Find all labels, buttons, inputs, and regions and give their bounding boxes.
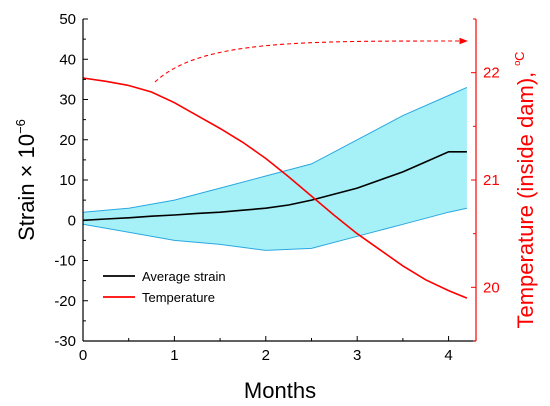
temperature-line [82, 77, 468, 299]
average-strain-line [82, 151, 467, 222]
y-left-tick-label: 10 [59, 172, 76, 189]
x-tick-label: 1 [170, 347, 178, 364]
y-left-tick-label: 40 [59, 51, 76, 68]
x-tick-label: 3 [353, 347, 361, 364]
y-left-tick-label: 50 [59, 11, 76, 28]
y-left-axis-title: Strain × 10−6 [13, 119, 39, 241]
y-right-tick-label: 20 [483, 279, 500, 296]
strain-band-upper-line [82, 86, 468, 213]
y-left-tick-label: 30 [59, 92, 76, 109]
x-tick-label: 0 [79, 347, 87, 364]
strain-band-area [83, 87, 467, 251]
y-left-tick-label: -10 [54, 253, 76, 270]
axes: 0 1 2 3 4 -30 -20 -10 0 10 20 30 40 50 20 21 22 Average s… [54, 11, 499, 364]
annotation-arrow [154, 37, 469, 83]
y-left-tick-label: 20 [59, 132, 76, 149]
y-right-axis-title: Temperature (inside dam), ºC [512, 51, 538, 328]
y-left-tick-label: 0 [68, 212, 76, 229]
x-axis-title: Months [244, 378, 316, 403]
legend-label: Temperature [142, 290, 215, 305]
y-right-tick-label: 21 [483, 172, 500, 189]
y-left-tick-label: -30 [54, 333, 76, 350]
legend-label: Average strain [142, 269, 226, 284]
plot-area [82, 37, 469, 299]
y-right-tick-label: 22 [483, 65, 500, 82]
x-tick-label: 2 [262, 347, 270, 364]
strain-band-lower-line [82, 207, 468, 251]
x-tick-label: 4 [444, 347, 452, 364]
legend: Average strain Temperature [103, 269, 226, 305]
y-left-tick-label: -20 [54, 293, 76, 310]
